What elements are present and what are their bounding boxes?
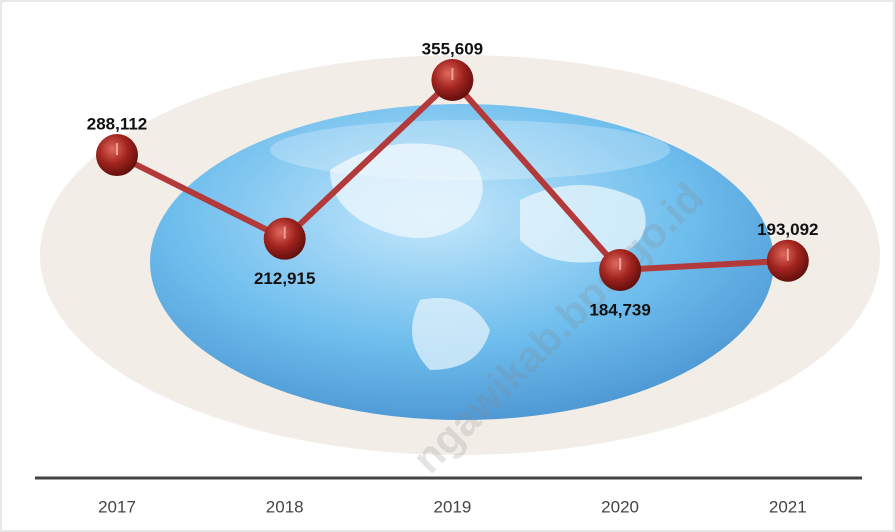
background-illustration: [40, 55, 880, 455]
x-tick-label: 2021: [769, 497, 807, 516]
value-label: 193,092: [757, 220, 818, 239]
value-label: 288,112: [87, 115, 148, 134]
x-tick-label: 2020: [601, 497, 639, 516]
value-label: 184,739: [589, 300, 650, 319]
value-label: 355,609: [422, 39, 483, 58]
x-tick-label: 2017: [98, 497, 136, 516]
value-label: 212,915: [254, 269, 315, 288]
x-tick-label: 2019: [433, 497, 471, 516]
x-tick-label: 2018: [266, 497, 304, 516]
